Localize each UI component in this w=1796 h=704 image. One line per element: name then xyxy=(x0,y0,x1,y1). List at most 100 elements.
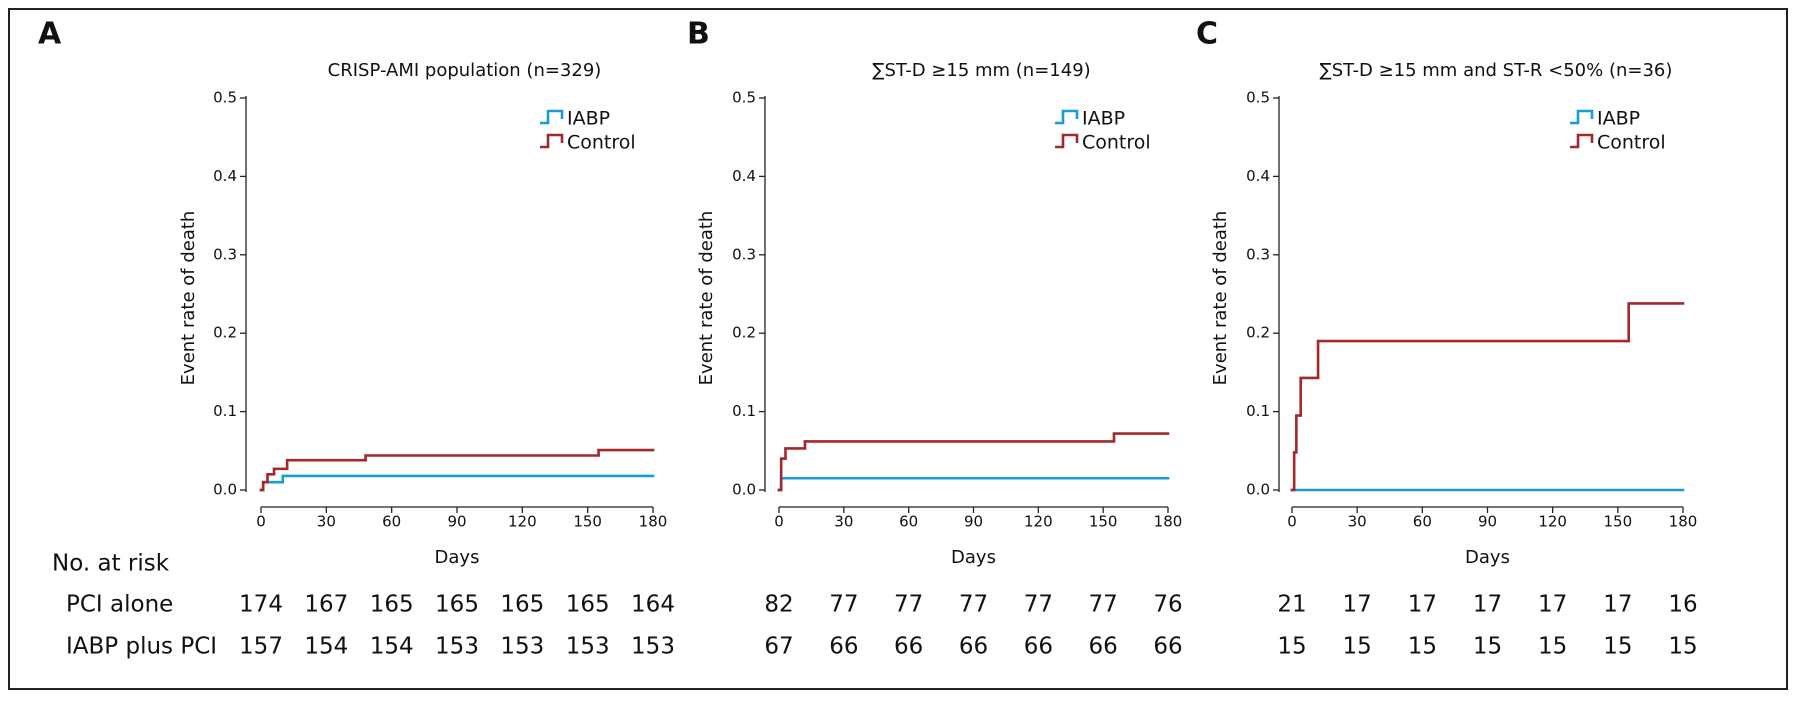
risk-number: 15 xyxy=(1277,634,1306,660)
x-tick-label: 30 xyxy=(834,513,853,531)
x-tick-label: 180 xyxy=(1669,513,1698,531)
y-tick-label: 0.1 xyxy=(1246,402,1270,420)
risk-number: 153 xyxy=(566,634,610,660)
legend-label: IABP xyxy=(1597,108,1640,130)
risk-number: 77 xyxy=(959,592,988,618)
risk-number: 165 xyxy=(370,592,414,618)
legend-swatch xyxy=(1055,133,1079,149)
legend-swatch xyxy=(1055,109,1079,125)
y-tick-label: 0.2 xyxy=(213,324,237,342)
legend-label: Control xyxy=(1597,132,1666,154)
risk-number: 77 xyxy=(1089,592,1118,618)
risk-number: 15 xyxy=(1473,634,1502,660)
y-tick-label: 0.2 xyxy=(732,324,756,342)
risk-number: 15 xyxy=(1668,634,1697,660)
chart-title: ∑ST-D ≥15 mm and ST-R <50% (n=36) xyxy=(1320,60,1673,81)
legend-label: IABP xyxy=(1082,108,1125,130)
y-tick-label: 0.0 xyxy=(1246,481,1270,499)
y-tick-label: 0.3 xyxy=(732,245,756,263)
x-tick-label: 30 xyxy=(317,513,336,531)
x-tick-label: 120 xyxy=(1538,513,1567,531)
risk-number: 164 xyxy=(631,592,675,618)
risk-number: 153 xyxy=(631,634,675,660)
x-tick-label: 60 xyxy=(1413,513,1432,531)
risk-number: 66 xyxy=(1153,634,1182,660)
y-tick-label: 0.1 xyxy=(732,402,756,420)
figure-border xyxy=(8,8,1788,690)
x-tick-label: 120 xyxy=(1024,513,1053,531)
risk-number: 15 xyxy=(1603,634,1632,660)
risk-row-label: IABP plus PCI xyxy=(66,634,217,660)
risk-number: 154 xyxy=(370,634,414,660)
risk-number: 67 xyxy=(764,634,793,660)
x-tick-label: 30 xyxy=(1348,513,1367,531)
legend-label: Control xyxy=(1082,132,1151,154)
x-tick-label: 180 xyxy=(639,513,668,531)
risk-number: 17 xyxy=(1343,592,1372,618)
x-tick-label: 150 xyxy=(1089,513,1118,531)
risk-number: 66 xyxy=(894,634,923,660)
y-tick-label: 0.5 xyxy=(213,89,237,107)
risk-number: 165 xyxy=(435,592,479,618)
risk-number: 17 xyxy=(1408,592,1437,618)
y-tick-label: 0.5 xyxy=(1246,89,1270,107)
legend-swatch xyxy=(1570,133,1594,149)
x-tick-label: 0 xyxy=(256,513,266,531)
x-tick-label: 0 xyxy=(1287,513,1297,531)
y-axis-label: Event rate of death xyxy=(178,211,199,386)
y-tick-label: 0.2 xyxy=(1246,324,1270,342)
x-tick-label: 60 xyxy=(382,513,401,531)
x-tick-label: 90 xyxy=(447,513,466,531)
x-tick-label: 150 xyxy=(1604,513,1633,531)
risk-number: 17 xyxy=(1538,592,1567,618)
risk-number: 77 xyxy=(1024,592,1053,618)
y-tick-label: 0.4 xyxy=(732,167,756,185)
legend-swatch xyxy=(540,109,564,125)
risk-number: 15 xyxy=(1538,634,1567,660)
panel-letter: C xyxy=(1196,17,1218,52)
chart-title: ∑ST-D ≥15 mm (n=149) xyxy=(872,60,1090,81)
legend-swatch xyxy=(1570,109,1594,125)
risk-number: 165 xyxy=(566,592,610,618)
risk-number: 153 xyxy=(500,634,544,660)
risk-number: 174 xyxy=(239,592,283,618)
x-tick-label: 90 xyxy=(1478,513,1497,531)
risk-number: 16 xyxy=(1668,592,1697,618)
x-tick-label: 90 xyxy=(964,513,983,531)
panel-letter: A xyxy=(38,17,62,52)
x-axis-label: Days xyxy=(951,547,996,568)
panel-letter: B xyxy=(687,17,710,52)
x-axis-label: Days xyxy=(435,547,480,568)
y-tick-label: 0.4 xyxy=(213,167,237,185)
y-tick-label: 0.3 xyxy=(213,245,237,263)
y-tick-label: 0.4 xyxy=(1246,167,1270,185)
chart-title: CRISP-AMI population (n=329) xyxy=(328,60,602,81)
x-tick-label: 150 xyxy=(573,513,602,531)
y-tick-label: 0.5 xyxy=(732,89,756,107)
x-axis-label: Days xyxy=(1465,547,1510,568)
risk-number: 17 xyxy=(1473,592,1502,618)
risk-number: 66 xyxy=(959,634,988,660)
legend-swatch xyxy=(540,133,564,149)
x-tick-label: 60 xyxy=(899,513,918,531)
risk-number: 157 xyxy=(239,634,283,660)
risk-number: 165 xyxy=(500,592,544,618)
x-tick-label: 0 xyxy=(774,513,784,531)
risk-row-label: PCI alone xyxy=(66,592,173,618)
risk-number: 153 xyxy=(435,634,479,660)
risk-number: 15 xyxy=(1408,634,1437,660)
legend-label: Control xyxy=(567,132,636,154)
y-tick-label: 0.3 xyxy=(1246,245,1270,263)
risk-number: 66 xyxy=(1024,634,1053,660)
risk-number: 21 xyxy=(1277,592,1306,618)
risk-number: 66 xyxy=(829,634,858,660)
risk-number: 77 xyxy=(894,592,923,618)
risk-number: 17 xyxy=(1603,592,1632,618)
risk-number: 154 xyxy=(304,634,348,660)
y-tick-label: 0.0 xyxy=(732,481,756,499)
risk-table-title: No. at risk xyxy=(52,551,170,577)
x-tick-label: 180 xyxy=(1154,513,1183,531)
y-tick-label: 0.0 xyxy=(213,481,237,499)
y-tick-label: 0.1 xyxy=(213,402,237,420)
